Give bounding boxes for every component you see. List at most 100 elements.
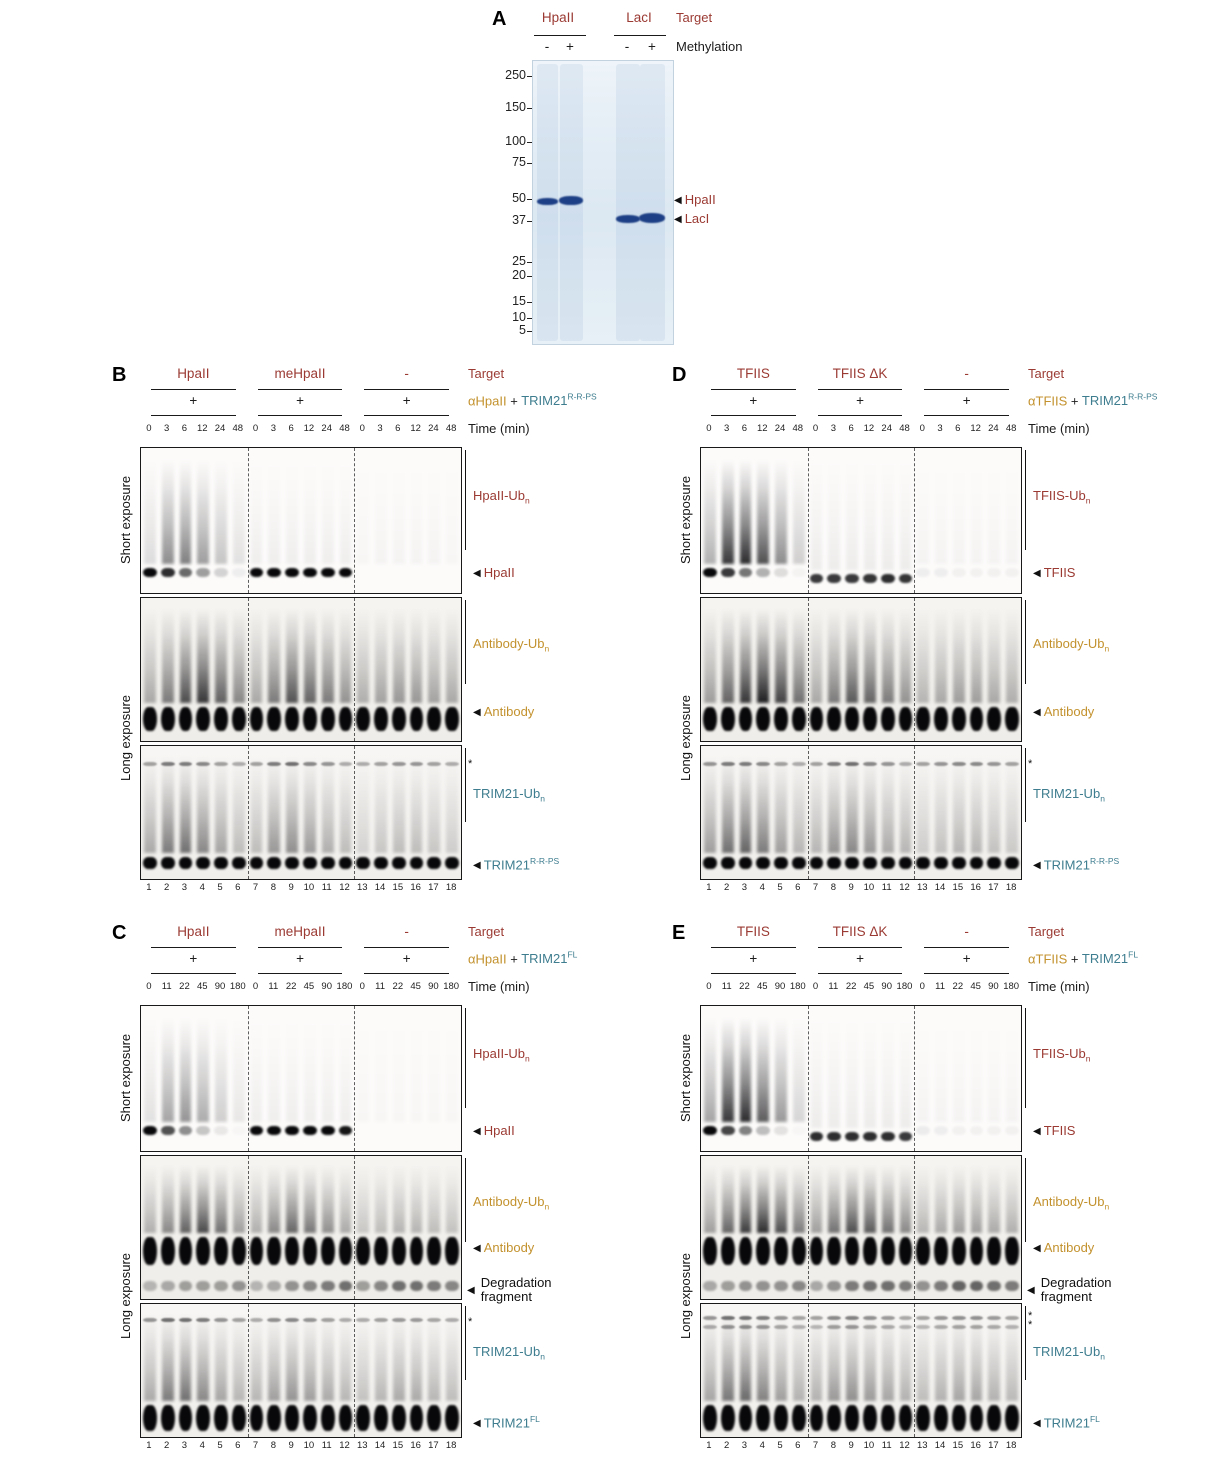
blot-nonspecific-band	[791, 762, 806, 766]
blot-ubiquitin-smear	[739, 1162, 752, 1233]
blot-ubiquitin-smear	[1006, 454, 1019, 564]
blot-ubiquitin-smear	[339, 1162, 352, 1233]
time-point: 24	[428, 423, 439, 434]
blot-main-band	[1005, 568, 1020, 577]
blot-ubiquitin-smear	[268, 1162, 281, 1233]
lane-number: 8	[270, 1440, 276, 1451]
lane-number: 7	[812, 1440, 819, 1451]
lane-number: 15	[392, 1440, 404, 1451]
group-divider-dashed	[247, 1006, 249, 1151]
lane-number: 18	[1005, 1440, 1017, 1451]
blot-ubiquitin-smear	[250, 604, 263, 703]
plus-sign: +	[856, 951, 864, 966]
target-group-label: -	[964, 924, 969, 939]
blot-degradation-band	[827, 1281, 842, 1291]
blot-nonspecific-band	[391, 762, 406, 766]
time-point: 90	[428, 981, 439, 992]
antibody-ubiquitin-label: Antibody-Ubn	[473, 1194, 550, 1212]
blot-main-band	[338, 1405, 353, 1431]
blot-ubiquitin-smear	[970, 1162, 983, 1233]
blot-main-band	[880, 574, 895, 583]
blot-nonspecific-band	[774, 762, 788, 766]
blot-degradation-band	[231, 1281, 246, 1291]
group-underline	[614, 35, 666, 36]
nonspecific-band-asterisk: *	[1028, 758, 1033, 770]
blot-main-band	[267, 857, 282, 869]
blot-ubiquitin-smear	[775, 454, 787, 564]
time-point: 12	[303, 423, 315, 434]
blot-ubiquitin-smear	[899, 454, 912, 570]
target-band-annotation: ◀ TFIIS	[1033, 1123, 1076, 1138]
blot-main-band	[738, 1405, 753, 1431]
blot-main-band	[214, 568, 228, 577]
time-point: 0	[706, 423, 712, 434]
blot-ubiquitin-smear	[810, 454, 823, 570]
blot-nonspecific-band	[862, 1316, 877, 1320]
target-row-label: Target	[468, 366, 505, 381]
lane-number: 10	[303, 1440, 315, 1451]
mw-tick	[527, 262, 532, 263]
blot-ubiquitin-smear	[721, 1012, 734, 1122]
long-exposure-label: Long exposure	[118, 1252, 133, 1339]
blot-ubiquitin-smear	[828, 1012, 841, 1128]
antibody-name: αTFIIS	[1028, 393, 1068, 409]
annotation-bracket	[465, 1008, 466, 1108]
time-point: 0	[812, 423, 819, 434]
blot-main-band	[178, 707, 193, 731]
blot-nonspecific-band	[720, 1325, 735, 1329]
methylation-sign: -	[624, 39, 630, 54]
blot-main-band	[898, 1405, 913, 1431]
time-point: 0	[252, 423, 259, 434]
time-points-row: 0 3 6 12 24 48 0 3 6 12 24 48 0 3 6 12 24 48	[700, 423, 1020, 434]
blot-nonspecific-band	[738, 1325, 753, 1329]
blot-nonspecific-band	[338, 762, 353, 766]
lane-number: 8	[830, 1440, 836, 1451]
blot-ubiquitin-smear	[197, 752, 210, 853]
lane-number: 3	[181, 882, 188, 893]
mw-tick	[527, 276, 532, 277]
blot-degradation-band	[267, 1281, 282, 1291]
condition-row-label: αHpaII + TRIM21R-R-PS	[468, 392, 597, 408]
blot-ubiquitin-smear	[881, 1162, 894, 1233]
blot-ubiquitin-smear	[899, 752, 912, 853]
blot-nonspecific-band	[756, 1325, 771, 1329]
lane-number: 6	[235, 1440, 241, 1451]
blot-ubiquitin-smear	[846, 1012, 859, 1128]
blot-degradation-band	[756, 1281, 771, 1291]
blot-ubiquitin-smear	[970, 1012, 983, 1122]
time-point: 24	[988, 423, 999, 434]
target-group-label: HpaII	[177, 366, 210, 381]
arrow-left-icon: ◀	[467, 1284, 475, 1296]
lane-number: 7	[252, 1440, 259, 1451]
blot-ubiquitin-smear	[810, 604, 823, 703]
mw-marker: 75	[512, 155, 526, 169]
blot-ubiquitin-smear	[215, 604, 227, 703]
blot-nonspecific-band	[845, 762, 860, 766]
blot-nonspecific-band	[214, 1318, 228, 1322]
blot-degradation-band	[898, 1281, 913, 1291]
blot-ubiquitin-smear	[410, 1012, 423, 1122]
blot-nonspecific-band	[356, 1318, 371, 1322]
degradation-fragment-annotation: ◀ Degradation fragment	[1027, 1275, 1112, 1305]
blot-degradation-band	[409, 1281, 424, 1291]
blot-main-band	[898, 857, 913, 869]
blot-degradation-band	[196, 1281, 211, 1291]
blot-main-band	[231, 1237, 246, 1265]
blot-degradation-band	[427, 1281, 442, 1291]
target-group-label: TFIIS ΔK	[832, 924, 888, 939]
target-group-label: -	[964, 366, 969, 381]
blot-ubiquitin-smear	[286, 1310, 299, 1401]
blot-main-band	[302, 1237, 317, 1265]
blot-main-band	[951, 707, 966, 731]
blot-main-band	[142, 1237, 157, 1265]
annotation-bracket	[1025, 450, 1026, 550]
time-point: 0	[359, 981, 365, 992]
blot-degradation-band	[391, 1281, 406, 1291]
blot-nonspecific-band	[409, 1318, 424, 1322]
blot-degradation-band	[214, 1281, 228, 1291]
group-divider-dashed	[247, 1156, 249, 1299]
blot-ubiquitin-smear	[881, 1012, 894, 1128]
antibody-band-annotation: ◀ Antibody	[1033, 704, 1095, 719]
blot-ubiquitin-smear	[970, 1310, 983, 1401]
lane-number: 16	[970, 882, 981, 893]
